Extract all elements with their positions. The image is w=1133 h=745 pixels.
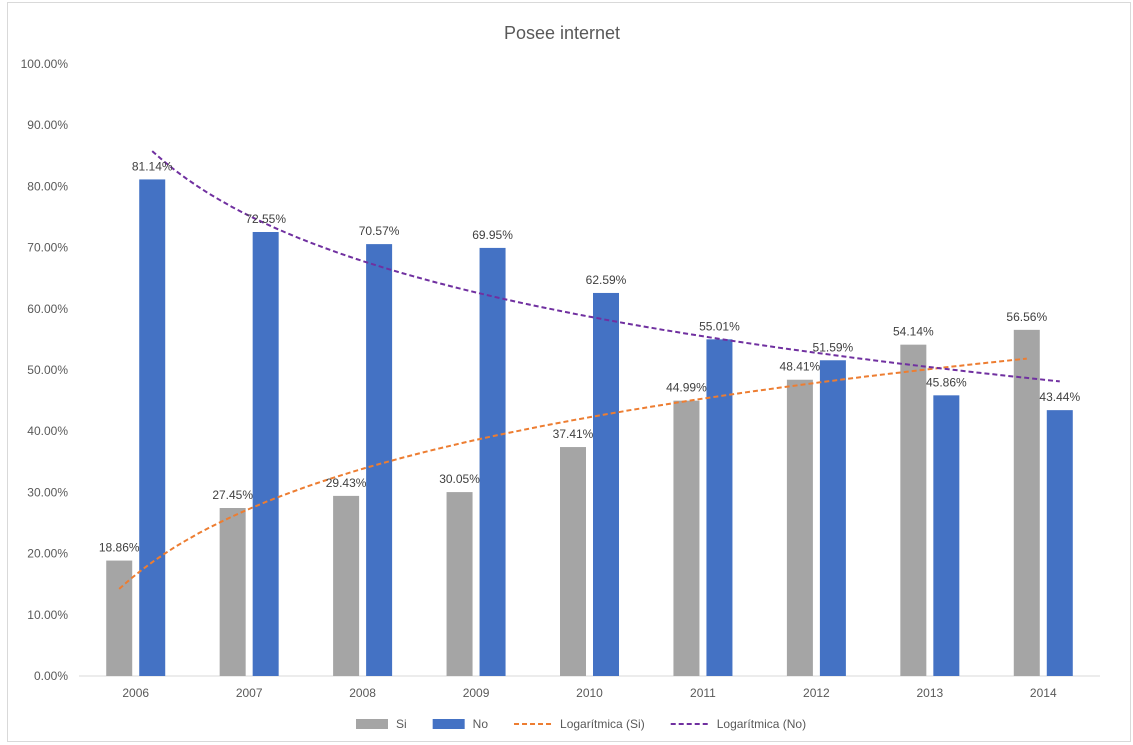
x-tick-label: 2009	[463, 686, 490, 700]
data-label-si: 48.41%	[780, 360, 821, 374]
chart-title: Posee internet	[504, 23, 620, 43]
y-tick-label: 60.00%	[27, 302, 68, 316]
y-tick-label: 80.00%	[27, 179, 68, 193]
data-label-si: 30.05%	[439, 472, 480, 486]
data-label-si: 54.14%	[893, 325, 934, 339]
legend-label-trend-no: Logarítmica (No)	[717, 717, 806, 731]
data-label-no: 81.14%	[132, 159, 173, 173]
bar-no	[366, 244, 393, 676]
y-tick-label: 0.00%	[34, 669, 68, 683]
bar-si	[673, 400, 700, 676]
x-tick-label: 2006	[122, 686, 149, 700]
data-label-no: 43.44%	[1039, 390, 1080, 404]
bar-no	[933, 395, 960, 676]
data-label-si: 56.56%	[1006, 310, 1047, 324]
bar-no	[1046, 410, 1073, 676]
data-label-no: 69.95%	[472, 228, 513, 242]
data-label-si: 37.41%	[553, 427, 594, 441]
legend-label-trend-si: Logarítmica (Si)	[560, 717, 645, 731]
x-tick-label: 2011	[690, 686, 716, 700]
y-tick-label: 70.00%	[27, 241, 68, 255]
legend-swatch-si	[356, 719, 388, 729]
data-labels: 18.86% 27.45% 29.43% 30.05% 37.41% 44.99% 48.4…	[99, 159, 1081, 554]
bar-no	[706, 339, 733, 676]
x-tick-label: 2010	[576, 686, 603, 700]
bar-no	[593, 292, 619, 676]
y-tick-label: 50.00%	[27, 363, 68, 377]
data-label-no: 45.86%	[926, 375, 967, 389]
data-label-no: 55.01%	[699, 319, 740, 333]
bar-no	[819, 360, 846, 676]
x-tick-label: 2013	[916, 686, 943, 700]
y-tick-label: 20.00%	[27, 547, 68, 561]
bar-si	[106, 560, 133, 676]
y-tick-label: 30.00%	[27, 485, 68, 499]
data-label-si: 18.86%	[99, 541, 140, 555]
data-label-si: 44.99%	[666, 381, 707, 395]
trendline-no	[151, 150, 1060, 383]
legend-swatch-no	[432, 719, 465, 729]
x-tick-label: 2007	[236, 686, 263, 700]
data-label-si: 29.43%	[326, 476, 367, 490]
x-axis: 2006 2007 2008 2009 2010 2011 2012 2013 2014	[79, 675, 1100, 700]
bar-no	[479, 247, 506, 676]
trendline-si	[118, 357, 1027, 590]
data-label-si: 27.45%	[212, 488, 253, 502]
data-label-no: 72.55%	[245, 212, 286, 226]
bar-no	[139, 179, 166, 676]
bar-si	[333, 495, 360, 676]
x-tick-label: 2014	[1030, 686, 1057, 700]
bar-si	[446, 492, 473, 676]
x-tick-label: 2008	[349, 686, 376, 700]
bars	[106, 179, 1073, 676]
x-tick-label: 2012	[803, 686, 830, 700]
data-label-no: 70.57%	[359, 224, 400, 238]
y-axis: 0.00% 10.00% 20.00% 30.00% 40.00% 50.00% 60.00…	[21, 57, 69, 683]
legend-label-no: No	[473, 717, 489, 731]
y-tick-label: 10.00%	[27, 608, 68, 622]
bar-si	[786, 379, 813, 676]
y-tick-label: 100.00%	[21, 57, 69, 71]
bar-si	[560, 447, 586, 676]
bar-si	[219, 508, 246, 676]
data-label-no: 62.59%	[586, 273, 627, 287]
trendlines	[118, 150, 1060, 590]
y-tick-label: 90.00%	[27, 118, 68, 132]
bar-no	[252, 231, 279, 676]
y-tick-label: 40.00%	[27, 424, 68, 438]
bar-si	[1013, 329, 1040, 676]
legend: Si No Logarítmica (Si) Logarítmica (No)	[356, 717, 806, 731]
data-label-no: 51.59%	[813, 340, 854, 354]
bar-si	[900, 344, 927, 676]
legend-label-si: Si	[396, 717, 407, 731]
